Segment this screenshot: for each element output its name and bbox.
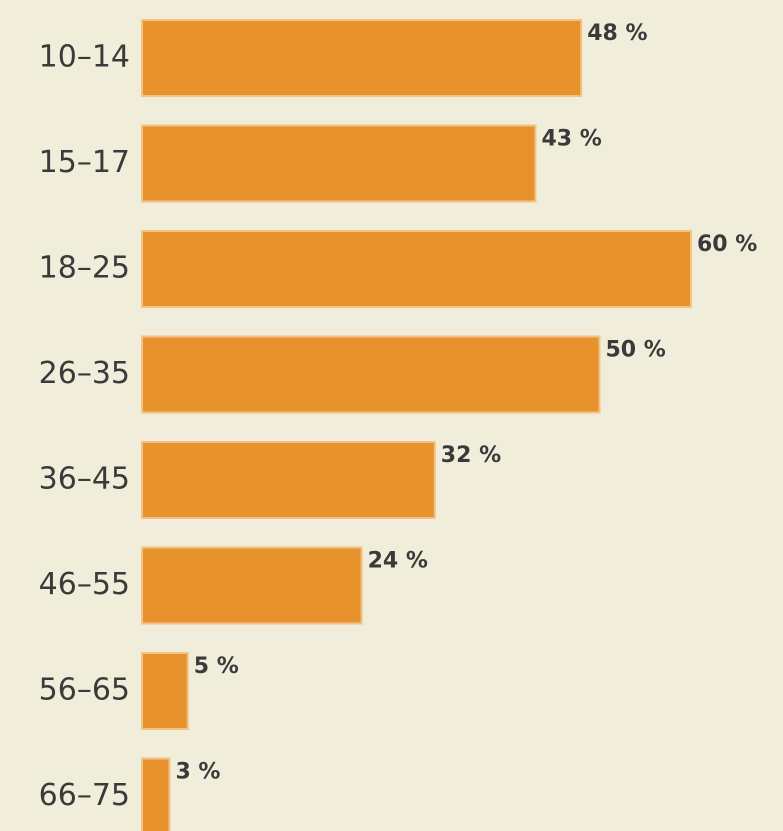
category-label: 10–14 bbox=[39, 40, 130, 75]
category-label: 15–17 bbox=[39, 145, 130, 180]
value-label: 3 % bbox=[175, 760, 220, 785]
value-label: 5 % bbox=[194, 654, 239, 679]
bar bbox=[141, 757, 171, 831]
bar bbox=[141, 546, 363, 625]
category-label: 18–25 bbox=[39, 251, 130, 286]
bar bbox=[141, 652, 189, 730]
bar bbox=[141, 19, 583, 97]
value-label: 50 % bbox=[606, 338, 666, 363]
bar bbox=[141, 335, 601, 414]
bar bbox=[141, 124, 537, 203]
bar bbox=[141, 441, 436, 519]
bar bbox=[141, 230, 692, 308]
value-label: 60 % bbox=[697, 232, 757, 257]
category-label: 26–35 bbox=[39, 356, 130, 391]
value-label: 24 % bbox=[368, 549, 428, 574]
category-label: 56–65 bbox=[39, 673, 130, 708]
category-label: 66–75 bbox=[39, 778, 130, 813]
category-label: 36–45 bbox=[39, 462, 130, 497]
category-label: 46–55 bbox=[39, 567, 130, 602]
value-label: 48 % bbox=[587, 21, 647, 46]
value-label: 32 % bbox=[441, 443, 501, 468]
value-label: 43 % bbox=[541, 127, 601, 152]
